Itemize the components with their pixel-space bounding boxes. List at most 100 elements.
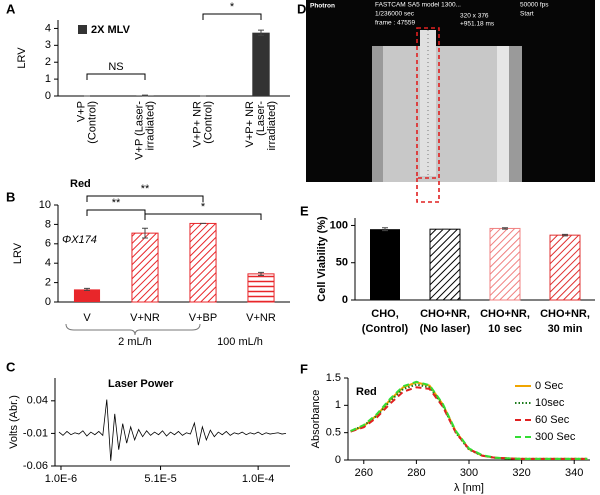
panel-label: C	[6, 359, 16, 374]
x-tick-label: V	[83, 312, 91, 324]
y-tick-label: 100	[330, 219, 348, 231]
data-line	[350, 383, 588, 460]
bar	[549, 234, 581, 301]
y-tick-label: 0	[45, 296, 51, 308]
mode: Start	[520, 11, 534, 18]
significance-label: **	[112, 197, 121, 209]
y-tick-label: 0	[342, 294, 348, 306]
panel-label: E	[300, 203, 309, 218]
significance-label: *	[201, 201, 206, 213]
error-bar	[562, 233, 568, 237]
x-tick-label: V+P (Laser-	[133, 101, 145, 160]
y-tick-label: 0	[335, 454, 341, 466]
x-tick-label: 30 min	[548, 323, 583, 335]
channel-inner	[383, 46, 509, 182]
x-tick-label: CHO+NR,	[480, 308, 530, 320]
x-tick-label: 1.0E-6	[45, 473, 77, 485]
legend-label: 60 Sec	[535, 414, 570, 426]
y-tick-label: 0.5	[326, 427, 341, 439]
x-tick-label: CHO+NR,	[420, 308, 470, 320]
y-tick-label: 0.04	[27, 395, 48, 407]
chart-title: Red	[356, 386, 377, 398]
y-axis-label: Absorbance	[310, 390, 322, 449]
significance-bracket	[86, 209, 146, 216]
legend-swatch	[78, 25, 87, 34]
error-bar	[84, 287, 90, 291]
bar	[252, 32, 270, 96]
group-label: 2 mL/h	[118, 336, 152, 348]
camera-model: FASTCAM SA5 model 1300...	[375, 2, 461, 9]
x-tick-label: V+BP	[189, 312, 217, 324]
panel-label: B	[6, 189, 15, 204]
panel-label: F	[300, 361, 308, 376]
x-tick-label: (Laser-	[255, 101, 267, 136]
y-axis-label: LRV	[16, 47, 28, 69]
data-line	[58, 399, 287, 461]
x-axis-label: λ [nm]	[454, 482, 484, 494]
x-tick-label: 320	[512, 467, 530, 479]
frame: frame : 47559	[375, 20, 415, 27]
x-tick-label: (Control)	[202, 101, 214, 144]
time: +951.18 ms	[460, 21, 495, 28]
y-tick-label: 1	[45, 73, 51, 85]
significance-bracket	[144, 213, 262, 220]
y-axis-label: Cell Viability (%)	[316, 216, 328, 302]
error-bar	[258, 271, 264, 276]
group-brace	[65, 323, 201, 336]
x-tick-label: 260	[355, 467, 373, 479]
x-tick-label: CHO,	[371, 308, 399, 320]
logo: Photron	[310, 3, 335, 10]
x-tick-label: 1.0E-4	[242, 473, 274, 485]
x-tick-label: irradiated)	[266, 101, 278, 151]
y-tick-label: 1	[335, 399, 341, 411]
x-tick-label: 5.1E-5	[144, 473, 176, 485]
y-tick-label: 8	[45, 218, 51, 230]
y-tick-label: 10	[39, 199, 51, 211]
x-tick-label: irradiated)	[144, 101, 156, 151]
chart-title: Red	[70, 178, 91, 190]
data-line	[350, 380, 588, 460]
x-tick-label: V+P+ NR	[244, 101, 256, 148]
bar	[131, 232, 159, 303]
bar	[247, 273, 275, 303]
legend-label: 0 Sec	[535, 380, 564, 392]
highlight-box-tail	[416, 178, 440, 203]
x-tick-label: (Control)	[362, 323, 409, 335]
x-tick-label: 300	[460, 467, 478, 479]
error-bar	[382, 227, 388, 232]
resolution: 320 x 376	[460, 13, 489, 20]
x-tick-label: V+P	[75, 101, 87, 122]
y-tick-label: 4	[45, 22, 51, 34]
bar	[429, 228, 461, 301]
channel-wall	[497, 46, 509, 182]
significance-bracket	[202, 13, 262, 20]
significance-label: NS	[108, 61, 123, 73]
bar	[489, 227, 521, 301]
y-tick-label: 4	[45, 257, 51, 269]
chart-title: Laser Power	[108, 378, 174, 390]
x-tick-label: (No laser)	[420, 323, 471, 335]
x-tick-label: (Control)	[86, 101, 98, 144]
y-tick-label: 0	[45, 90, 51, 102]
x-tick-label: 340	[565, 467, 583, 479]
significance-bracket	[86, 195, 204, 202]
shutter: 1/236000 sec	[375, 11, 415, 18]
y-tick-label: 1.5	[326, 372, 341, 384]
panel-label: D	[297, 1, 306, 16]
x-tick-label: 280	[407, 467, 425, 479]
significance-label: **	[141, 183, 150, 195]
y-axis-label: Volts (Abr.)	[8, 395, 20, 449]
group-label: 100 mL/h	[217, 336, 263, 348]
camera-frame: Photron FASTCAM SA5 model 1300... 1/2360…	[306, 0, 595, 203]
note: ΦX174	[62, 234, 97, 246]
legend-label: 10sec	[535, 397, 565, 409]
highlight-box	[416, 27, 440, 179]
y-tick-label: 6	[45, 238, 51, 250]
y-tick-label: 2	[45, 56, 51, 68]
x-tick-label: 10 sec	[488, 323, 522, 335]
legend-label: 2X MLV	[91, 24, 131, 36]
significance-label: *	[230, 1, 235, 13]
y-tick-label: -0.01	[23, 427, 48, 439]
bar	[73, 289, 101, 302]
